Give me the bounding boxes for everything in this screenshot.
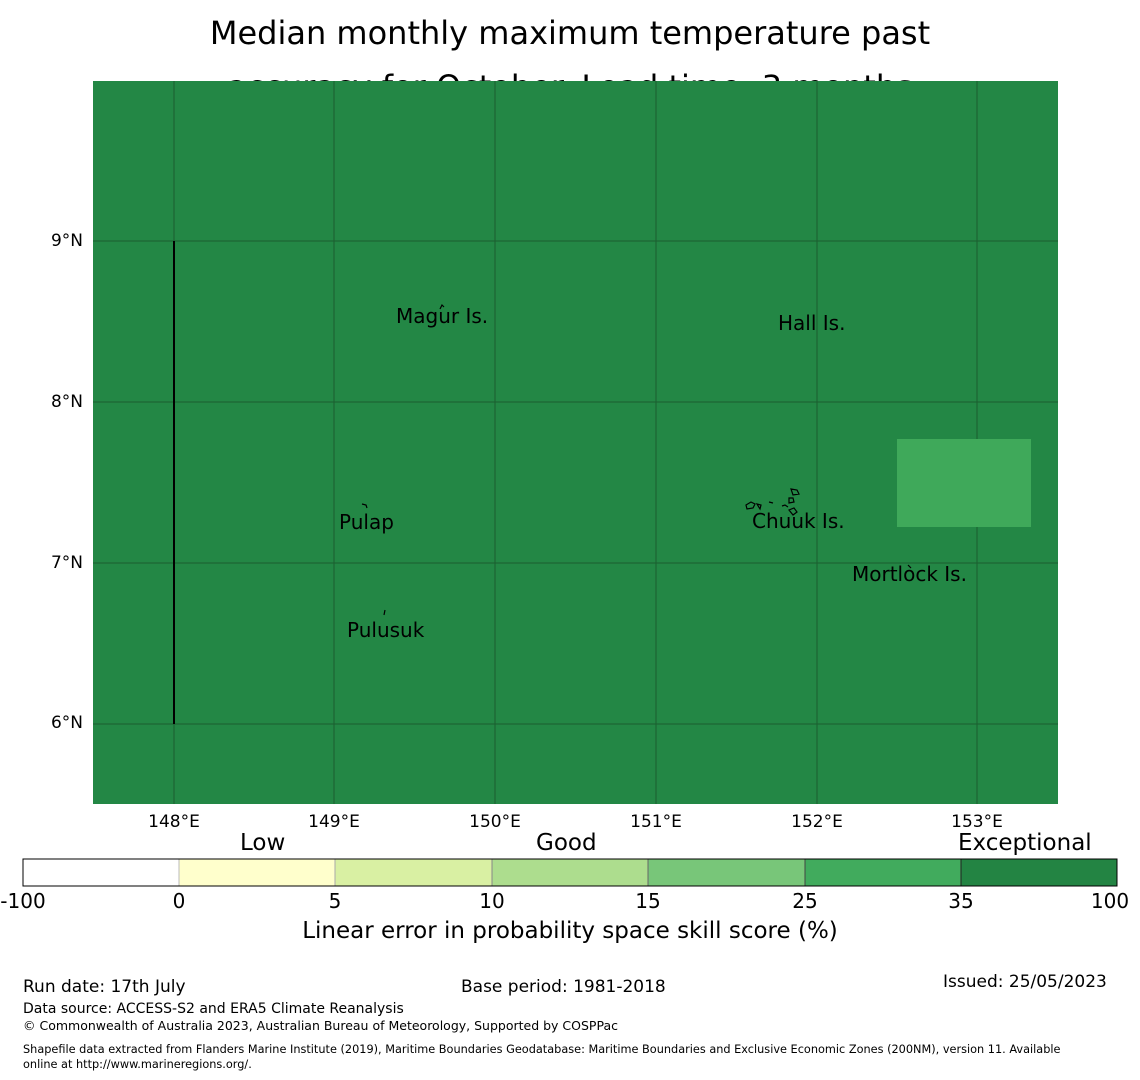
colorbar-fill-1 — [23, 859, 179, 886]
place-label-pulap: Pulap — [339, 510, 394, 534]
colorbar-label: Linear error in probability space skill … — [302, 918, 838, 944]
colorbar-fill — [22, 858, 1118, 887]
tick-label-15: 15 — [635, 889, 661, 913]
place-label-chuuk: Chuuk Is. — [752, 509, 845, 533]
lon-label-151e: 151°E — [630, 812, 682, 832]
colorbar-fill-3 — [334, 858, 493, 887]
lon-label-148e: 148°E — [148, 812, 200, 832]
shapefile-credit-line-1: Shapefile data extracted from Flanders M… — [23, 1043, 1061, 1056]
skill-cell-highlight — [897, 439, 1031, 527]
mortlock-island-shape — [907, 564, 912, 569]
colorbar-fill-6 — [804, 858, 962, 887]
graticule — [93, 81, 1058, 804]
place-label-pulusuk: Pulusuk — [347, 618, 425, 642]
data-source: Data source: ACCESS-S2 and ERA5 Climate … — [23, 1001, 404, 1017]
tick-label-10: 10 — [479, 889, 505, 913]
title-line-1: Median monthly maximum temperature past — [209, 14, 931, 52]
issued-date: Issued: 25/05/2023 — [943, 972, 1107, 992]
tick-label-100: 100 — [1090, 889, 1130, 913]
pulusuk-island-shape — [383, 609, 386, 616]
lon-label-152e: 152°E — [791, 812, 843, 832]
category-low: Low — [240, 830, 286, 856]
place-label-hall: Hall Is. — [778, 311, 846, 335]
lat-label-8n: 8°N — [50, 392, 83, 412]
lat-label-9n: 9°N — [50, 231, 83, 251]
colorbar — [22, 858, 1118, 887]
tick-label-minus100: -100 — [0, 889, 46, 913]
colorbar-fill-5 — [647, 858, 806, 887]
magur-island-shape — [439, 303, 445, 310]
map-canvas — [93, 81, 1058, 804]
pulap-island-shape — [361, 503, 368, 509]
category-exceptional: Exceptional — [958, 830, 1092, 856]
colorbar-fill-2 — [178, 858, 336, 887]
tick-label-25: 25 — [792, 889, 818, 913]
place-label-mortlock: Mortlock Is. — [852, 562, 967, 586]
colorbar-outline — [22, 858, 1118, 887]
category-good: Good — [536, 830, 597, 856]
tick-label-0: 0 — [172, 889, 186, 913]
lat-label-6n: 6°N — [50, 713, 83, 733]
run-date: Run date: 17th July — [23, 977, 186, 997]
shapefile-credit-line-2: online at http://www.marineregions.org/. — [23, 1058, 252, 1071]
copyright: © Commonwealth of Australia 2023, Austra… — [23, 1018, 618, 1033]
colorbar-fill-7 — [960, 858, 1118, 887]
lon-label-150e: 150°E — [469, 812, 521, 832]
lon-label-153e: 153°E — [951, 812, 1003, 832]
tick-label-35: 35 — [948, 889, 974, 913]
island-outlines — [361, 303, 912, 616]
lon-label-149e: 149°E — [308, 812, 360, 832]
place-label-magur: Magur Is. — [396, 304, 489, 328]
base-period: Base period: 1981-2018 — [461, 977, 666, 997]
colorbar-fill-4 — [491, 858, 649, 887]
chuuk-island-shapes — [745, 488, 800, 516]
tick-label-5: 5 — [328, 889, 342, 913]
lat-label-7n: 7°N — [50, 553, 83, 573]
